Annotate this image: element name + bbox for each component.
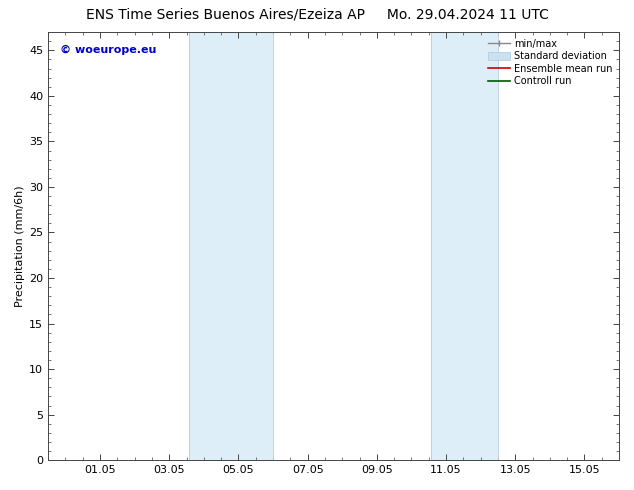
Text: ENS Time Series Buenos Aires/Ezeiza AP     Mo. 29.04.2024 11 UTC: ENS Time Series Buenos Aires/Ezeiza AP M… — [86, 7, 548, 22]
Text: © woeurope.eu: © woeurope.eu — [60, 45, 156, 55]
Y-axis label: Precipitation (mm/6h): Precipitation (mm/6h) — [15, 185, 25, 307]
Legend: min/max, Standard deviation, Ensemble mean run, Controll run: min/max, Standard deviation, Ensemble me… — [486, 37, 614, 88]
Bar — [190, 32, 273, 460]
Bar — [432, 32, 498, 460]
